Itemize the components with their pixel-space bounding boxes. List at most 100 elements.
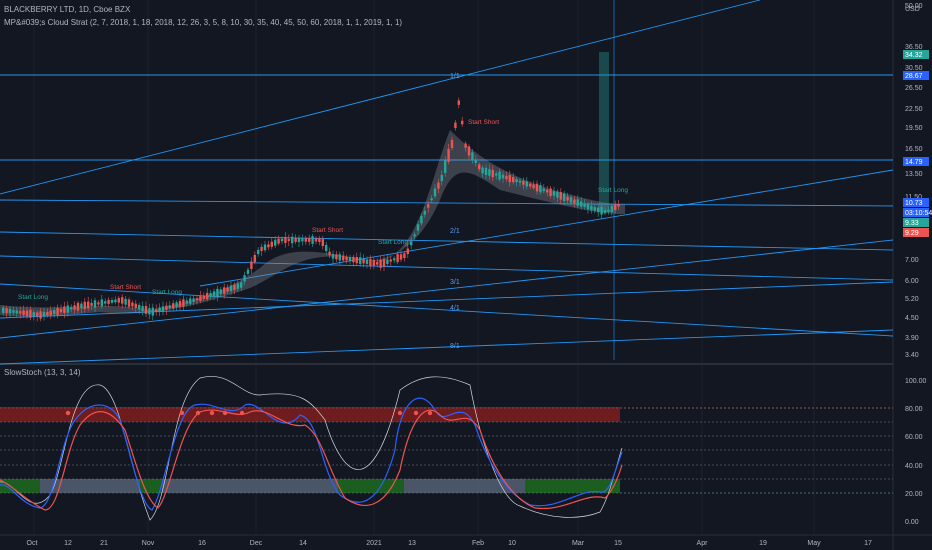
time-tick-label: 13 bbox=[408, 540, 416, 547]
candle-body bbox=[36, 312, 39, 317]
candle-body bbox=[141, 306, 144, 312]
time-tick-label: 14 bbox=[299, 540, 307, 547]
candle-body bbox=[148, 308, 151, 315]
candle-body bbox=[376, 262, 379, 265]
gann-line-e[interactable] bbox=[0, 239, 894, 339]
time-axis[interactable]: Oct 12 21 Nov 16 Dec 14 2021 13 Feb 10 Mar 15 Apr 19 Ma… bbox=[27, 540, 872, 547]
candle-body bbox=[508, 175, 511, 183]
candle-body bbox=[294, 238, 297, 242]
candle-body bbox=[447, 148, 450, 162]
candle-body bbox=[155, 309, 158, 312]
candle-body bbox=[301, 238, 304, 242]
stoch-legend[interactable]: SlowStoch (13, 3, 14) bbox=[4, 368, 81, 377]
candle-body bbox=[80, 303, 83, 309]
candle-body bbox=[420, 215, 423, 224]
candle-body bbox=[542, 188, 545, 192]
time-tick-label: Feb bbox=[472, 540, 484, 547]
candle-body bbox=[406, 248, 409, 254]
candle-body bbox=[607, 209, 610, 212]
candle-body bbox=[59, 308, 63, 313]
candle-body bbox=[280, 238, 284, 242]
gann-fan-lines[interactable] bbox=[0, 0, 894, 365]
candle-body bbox=[461, 120, 464, 125]
gann-line-b[interactable] bbox=[0, 255, 894, 281]
indicator-legend[interactable]: MP&#039;s Cloud Strat (2, 7, 2018, 1, 18… bbox=[4, 18, 403, 27]
start-long-label: Start Long bbox=[18, 294, 48, 301]
symbol-title[interactable]: BLACKBERRY LTD, 1D, Cboe BZX bbox=[4, 5, 131, 14]
stoch-tick-label: 20.00 bbox=[905, 491, 923, 498]
candle-body bbox=[236, 283, 239, 289]
candle-body bbox=[427, 204, 430, 208]
candle-body bbox=[5, 308, 8, 314]
price-axis[interactable]: 50.00 36.50 30.50 26.50 22.50 19.50 16.50 13.50… bbox=[905, 3, 923, 359]
candle-body bbox=[182, 299, 185, 307]
candle-body bbox=[593, 207, 596, 211]
price-tag-label: 10.73 bbox=[905, 200, 923, 207]
candle-body bbox=[314, 238, 318, 242]
candle-body bbox=[321, 239, 324, 247]
start-short-label: Start Short bbox=[468, 119, 499, 126]
price-tick-label: 19.50 bbox=[905, 125, 923, 132]
candle-body bbox=[342, 255, 345, 261]
candle-body bbox=[73, 305, 76, 310]
candle-body bbox=[478, 164, 481, 170]
start-long-label: Start Long bbox=[378, 239, 408, 246]
candle-body bbox=[535, 183, 539, 192]
start-long-label: Start Long bbox=[598, 187, 628, 194]
horizontal-line-10[interactable] bbox=[0, 199, 894, 207]
candle-body bbox=[8, 308, 12, 314]
candle-body bbox=[617, 204, 620, 207]
candle-body bbox=[457, 100, 460, 105]
candle-body bbox=[114, 299, 117, 303]
candle-body bbox=[386, 259, 389, 264]
gann-ratio-1-1: 1/1 bbox=[450, 73, 460, 80]
time-tick-label: Mar bbox=[572, 540, 585, 547]
candle-body bbox=[488, 169, 491, 176]
candle-body bbox=[437, 182, 440, 189]
candle-body bbox=[583, 203, 586, 207]
gann-line-2-1[interactable] bbox=[199, 169, 894, 287]
time-tick-label: Nov bbox=[142, 540, 155, 547]
candle-body bbox=[243, 275, 246, 282]
price-tag-box bbox=[903, 50, 929, 59]
price-tick-label: 5.20 bbox=[905, 296, 919, 303]
candle-body bbox=[416, 224, 420, 231]
candle-body bbox=[253, 254, 256, 263]
gann-line-c[interactable] bbox=[0, 283, 894, 337]
candle-body bbox=[379, 259, 382, 268]
price-tick-label: 3.40 bbox=[905, 352, 919, 359]
time-tick-label: 12 bbox=[64, 540, 72, 547]
candle-body bbox=[25, 310, 29, 316]
gann-line-1-1[interactable] bbox=[0, 0, 761, 195]
candle-body bbox=[83, 301, 86, 310]
candle-body bbox=[127, 299, 131, 307]
price-tag-label: 9.29 bbox=[905, 230, 919, 237]
time-tick-label: 19 bbox=[759, 540, 767, 547]
candle-body bbox=[161, 306, 165, 312]
candle-body bbox=[318, 238, 321, 242]
candle-body bbox=[263, 244, 267, 251]
candle-body bbox=[495, 173, 498, 176]
gann-line-a[interactable] bbox=[0, 231, 894, 251]
price-tick-label: 30.50 bbox=[905, 65, 923, 72]
candle-body bbox=[505, 175, 508, 180]
candle-body bbox=[304, 238, 307, 242]
candle-body bbox=[467, 146, 471, 156]
candle-body bbox=[518, 180, 522, 183]
candle-body bbox=[539, 185, 542, 193]
stoch-axis[interactable]: 100.00 80.00 60.00 40.00 20.00 0.00 bbox=[905, 378, 927, 526]
candle-body bbox=[576, 199, 579, 206]
measure-box[interactable] bbox=[599, 52, 609, 212]
candle-body bbox=[223, 287, 226, 294]
candle-body bbox=[529, 183, 532, 187]
price-tag-label: 03:10:54 bbox=[905, 210, 932, 217]
time-tick-label: 10 bbox=[508, 540, 516, 547]
candle-body bbox=[209, 293, 212, 297]
gann-line-f[interactable] bbox=[0, 329, 894, 365]
candle-body bbox=[474, 160, 477, 164]
time-tick-label: 21 bbox=[100, 540, 108, 547]
price-candles[interactable] bbox=[2, 97, 620, 322]
price-tick-label: 3.90 bbox=[905, 335, 919, 342]
price-tick-label: 6.00 bbox=[905, 278, 919, 285]
